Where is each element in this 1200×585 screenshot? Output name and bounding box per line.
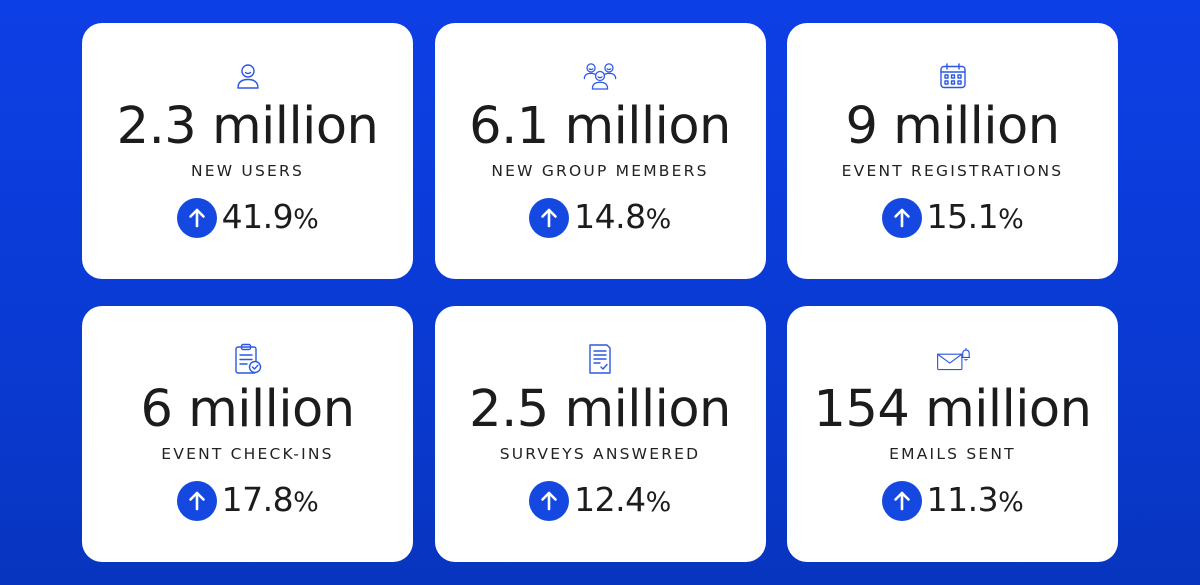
- group-members-icon: [583, 59, 617, 93]
- stat-card-emails-sent: 154 million EMAILS SENT 11.3%: [787, 306, 1118, 562]
- stat-label: NEW USERS: [190, 162, 305, 180]
- stats-grid: 2.3 million NEW USERS 41.9%: [82, 23, 1118, 562]
- stat-change-value: 41.9%: [221, 196, 319, 236]
- stat-card-new-group-members: 6.1 million NEW GROUP MEMBERS 14.8%: [434, 23, 766, 279]
- stat-card-surveys-answered: 2.5 million SURVEYS ANSWERED 12.4%: [434, 306, 766, 562]
- clipboard-check-icon: [231, 342, 265, 376]
- stat-value: 6.1 million: [469, 97, 731, 156]
- stat-value: 154 million: [813, 380, 1092, 439]
- stat-label: EVENT REGISTRATIONS: [841, 162, 1064, 180]
- arrow-up-icon: [529, 198, 570, 238]
- stat-change: 41.9%: [82, 196, 413, 240]
- arrow-up-icon: [176, 481, 217, 521]
- stat-change: 17.8%: [82, 479, 413, 523]
- stat-value: 2.5 million: [469, 380, 731, 439]
- stat-label: NEW GROUP MEMBERS: [491, 162, 709, 180]
- stat-change: 12.4%: [435, 479, 766, 523]
- survey-document-icon: [583, 342, 617, 376]
- email-bell-icon: [936, 342, 970, 376]
- stat-label: EMAILS SENT: [889, 445, 1016, 463]
- arrow-up-icon: [881, 481, 922, 521]
- user-icon: [231, 59, 265, 93]
- stat-change-value: 15.1%: [926, 196, 1024, 236]
- stat-label: EVENT CHECK-INS: [161, 445, 334, 463]
- stat-label: SURVEYS ANSWERED: [499, 445, 701, 463]
- stat-card-event-registrations: 9 million EVENT REGISTRATIONS 15.1%: [787, 23, 1118, 279]
- arrow-up-icon: [881, 198, 922, 238]
- calendar-icon: [936, 59, 970, 93]
- stat-change-value: 17.8%: [221, 479, 319, 519]
- stat-change: 11.3%: [787, 479, 1118, 523]
- stat-change-value: 12.4%: [574, 479, 671, 519]
- stat-card-event-check-ins: 6 million EVENT CHECK-INS 17.8%: [82, 306, 413, 562]
- stat-change: 14.8%: [435, 196, 766, 240]
- arrow-up-icon: [176, 198, 217, 238]
- stat-value: 2.3 million: [116, 97, 379, 156]
- arrow-up-icon: [529, 481, 570, 521]
- stat-change-value: 14.8%: [574, 196, 671, 236]
- stat-card-new-users: 2.3 million NEW USERS 41.9%: [82, 23, 413, 279]
- stat-change: 15.1%: [787, 196, 1118, 240]
- stat-value: 9 million: [845, 97, 1060, 156]
- stat-value: 6 million: [140, 380, 355, 439]
- stat-change-value: 11.3%: [926, 479, 1024, 519]
